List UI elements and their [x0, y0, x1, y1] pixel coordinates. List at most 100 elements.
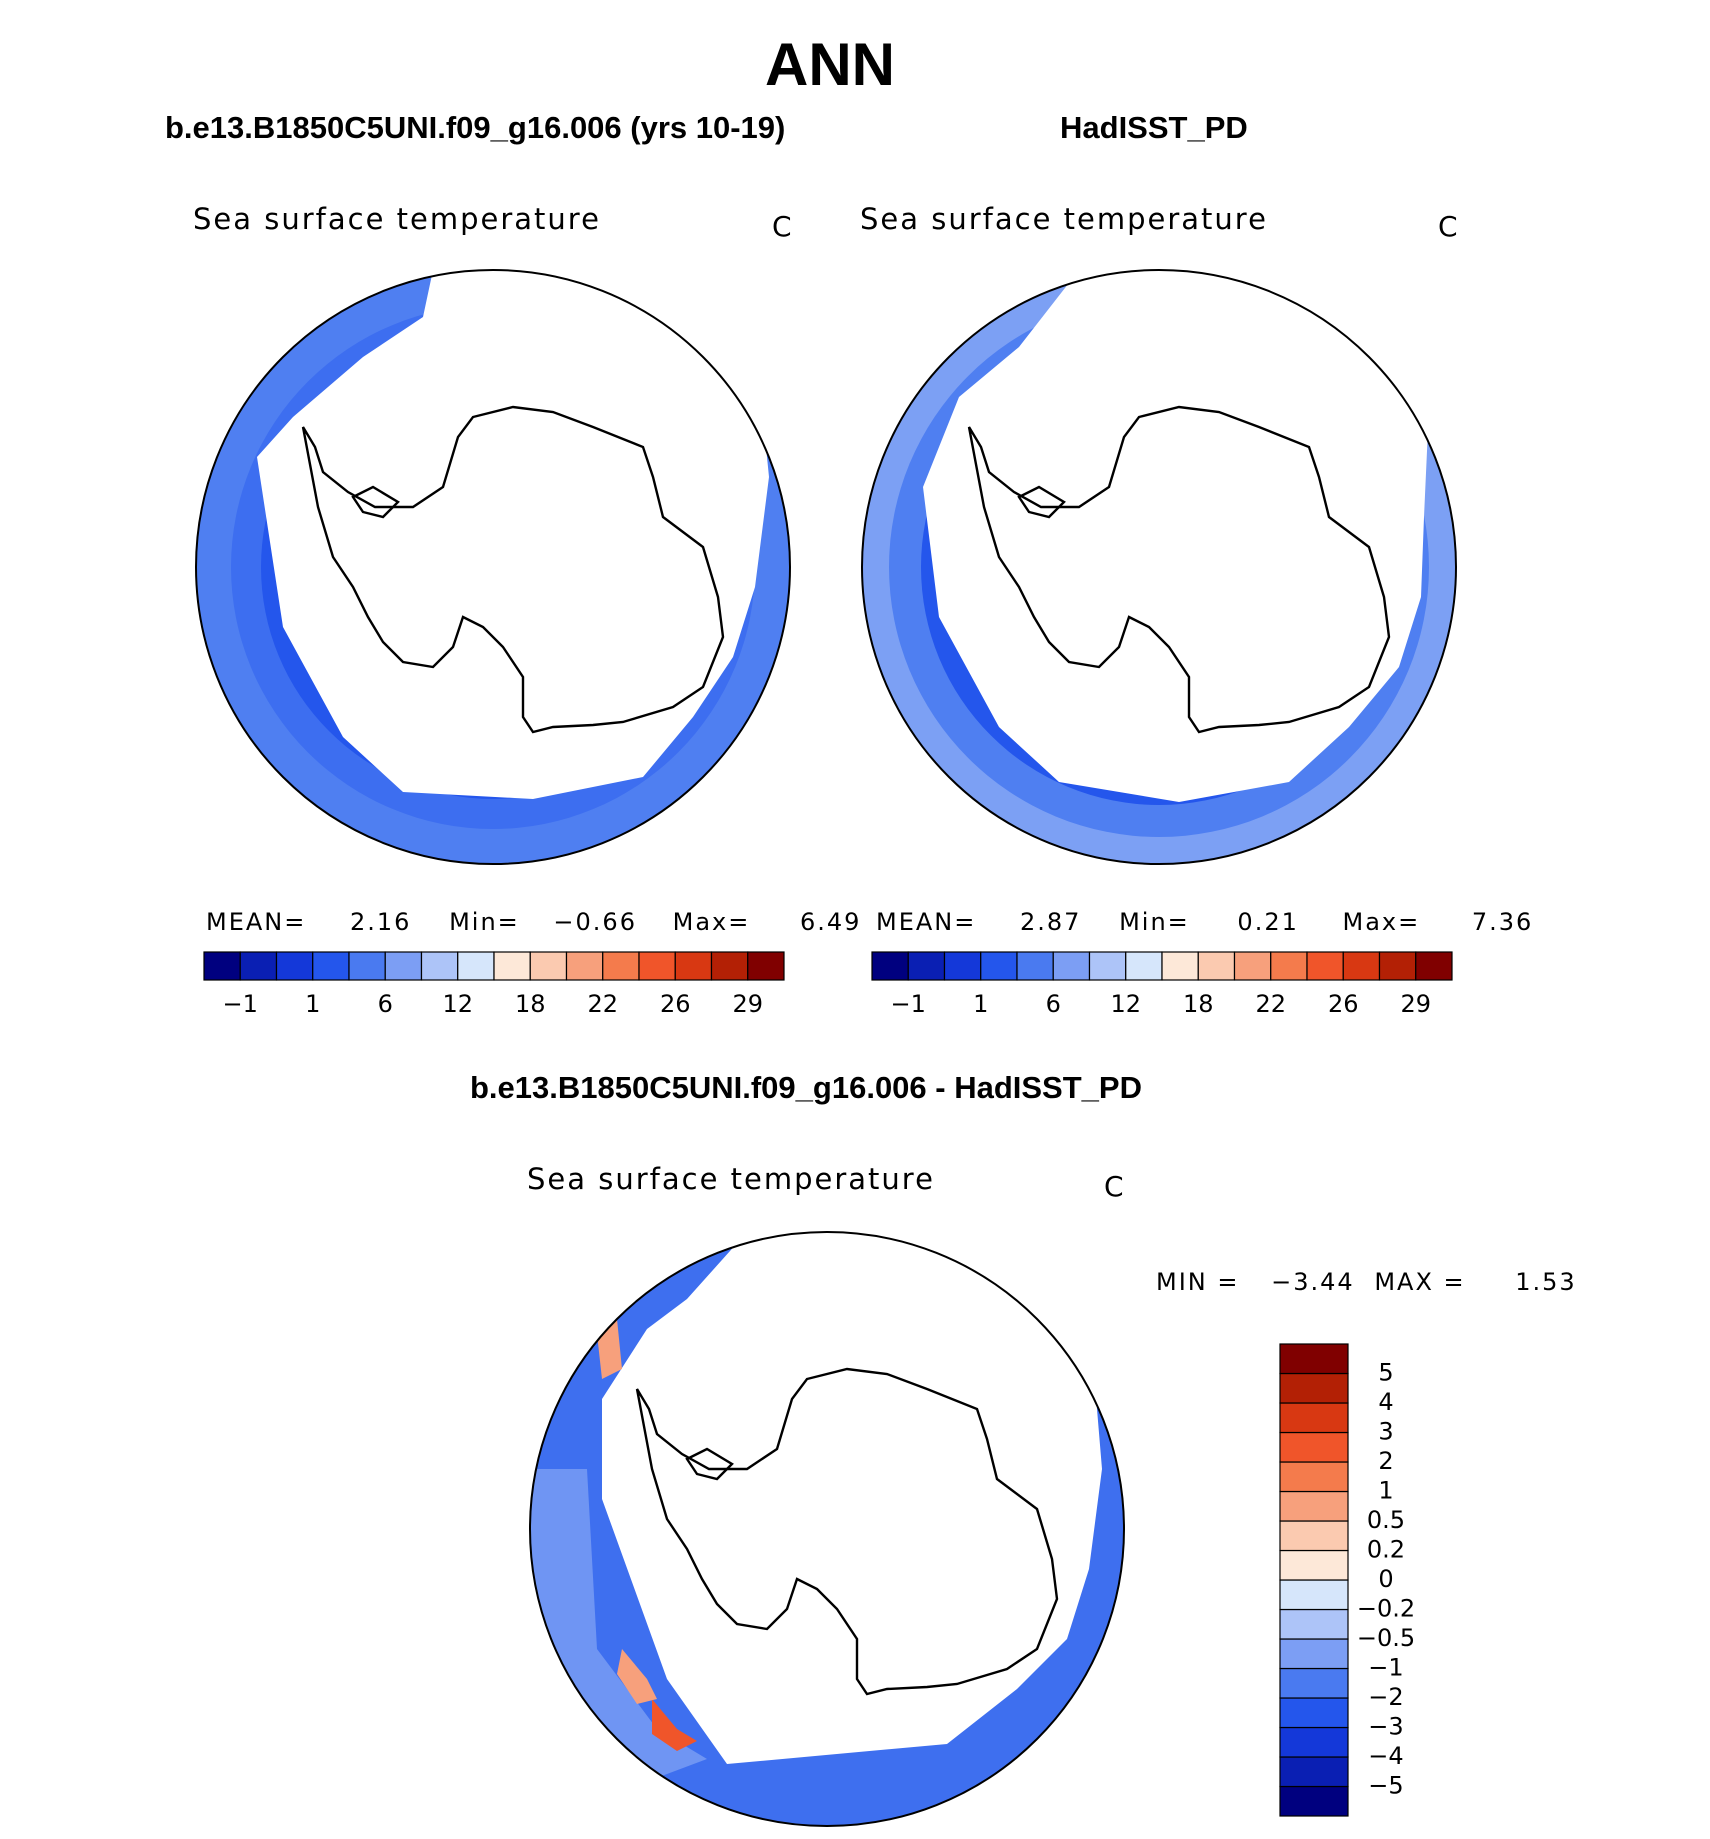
- model-variable-label: Sea surface temperature: [193, 202, 601, 236]
- diff-ice-region: [602, 1232, 1102, 1764]
- model-colorbar-swatch: [275, 951, 314, 981]
- obs-ice-region: [923, 270, 1429, 802]
- obs-colorbar-swatch: [1052, 951, 1091, 981]
- diff-colorbar-swatch: [1279, 1490, 1349, 1522]
- diff-colorbar-swatch: [1279, 1608, 1349, 1640]
- model-colorbar-tick-label: 18: [515, 990, 546, 1018]
- obs-colorbar-swatch: [871, 951, 909, 981]
- model-map-frame: [195, 269, 791, 865]
- model-colorbar-swatch: [638, 951, 676, 981]
- diff-map-frame: [529, 1231, 1125, 1827]
- diff-colorbar-tick-label: −4: [1368, 1742, 1403, 1770]
- obs-colorbar-swatch: [1270, 951, 1308, 981]
- diff-colorbar-tick-label: −3: [1368, 1713, 1403, 1741]
- model-colorbar-tick-label: 22: [587, 990, 618, 1018]
- diff-colorbar-tick-label: −2: [1368, 1683, 1403, 1711]
- diff-min-label: MIN =: [1156, 1268, 1240, 1296]
- diff-colorbar-tick-label: −0.2: [1357, 1595, 1415, 1623]
- model-map: [195, 269, 791, 865]
- obs-units-label: C: [1438, 210, 1460, 243]
- diff-colorbar-tick-label: 4: [1378, 1388, 1393, 1416]
- obs-stats-line: MEAN= 2.87 Min= 0.21 Max= 7.36: [876, 908, 1533, 936]
- diff-colorbar-swatch: [1279, 1520, 1349, 1552]
- diff-min-value: −3.44: [1271, 1268, 1355, 1296]
- model-warm-patch: [196, 447, 211, 477]
- diff-colorbar-swatch: [1279, 1785, 1349, 1817]
- diff-colorbar-swatch: [1279, 1638, 1349, 1670]
- obs-colorbar-swatch: [943, 951, 982, 981]
- obs-case-title: HadISST_PD: [1060, 110, 1248, 145]
- diff-colorbar-tick-label: 0: [1378, 1565, 1393, 1593]
- model-units-label: C: [772, 210, 794, 243]
- diff-max-label: MAX =: [1374, 1268, 1466, 1296]
- obs-colorbar-tick-label: 6: [1046, 990, 1061, 1018]
- obs-colorbar: −1 1 6 12 18 22 26 29: [871, 951, 1453, 1018]
- diff-colorbar-swatch: [1279, 1579, 1349, 1611]
- obs-colorbar-swatch: [907, 951, 946, 981]
- obs-colorbar-tick-label: 22: [1255, 990, 1286, 1018]
- model-colorbar-swatch: [710, 951, 749, 981]
- model-colorbar: −1 1 6 12 18 22 26 29: [203, 951, 785, 1018]
- model-colorbar-swatch: [674, 951, 713, 981]
- model-case-title: b.e13.B1850C5UNI.f09_g16.006 (yrs 10-19): [165, 110, 786, 145]
- obs-map-frame: [861, 269, 1457, 865]
- model-mean-value: 2.16: [350, 908, 412, 936]
- model-colorbar-tick-label: 29: [732, 990, 763, 1018]
- model-colorbar-swatch: [384, 951, 423, 981]
- figure-title: ANN: [765, 31, 895, 98]
- diff-colorbar-tick-label: 5: [1378, 1359, 1393, 1387]
- model-colorbar-swatch: [420, 951, 459, 981]
- diff-colorbar-swatch: [1279, 1726, 1349, 1758]
- diff-colorbar-swatch: [1279, 1461, 1349, 1493]
- obs-mean-value: 2.87: [1020, 908, 1082, 936]
- obs-colorbar-tick-label: 18: [1183, 990, 1214, 1018]
- obs-colorbar-tick-label: 29: [1400, 990, 1431, 1018]
- obs-colorbar-swatch: [1342, 951, 1381, 981]
- diff-colorbar-swatch: [1279, 1667, 1349, 1699]
- diff-colorbar-tick-label: −1: [1368, 1654, 1403, 1682]
- obs-colorbar-tick-label: −1: [891, 990, 926, 1018]
- obs-colorbar-swatch: [1233, 951, 1272, 981]
- diff-antarctica-coastline: [635, 1367, 1059, 1696]
- obs-colorbar-swatch: [1161, 951, 1199, 981]
- model-colorbar-swatch: [602, 951, 640, 981]
- diff-case-title: b.e13.B1850C5UNI.f09_g16.006 - HadISST_P…: [470, 1070, 1142, 1105]
- obs-max-label: Max=: [1342, 908, 1421, 936]
- model-colorbar-tick-label: −1: [223, 990, 258, 1018]
- diff-colorbar-swatch: [1279, 1756, 1349, 1788]
- obs-colorbar-tick-label: 12: [1110, 990, 1141, 1018]
- obs-colorbar-swatch: [1306, 951, 1344, 981]
- diff-colorbar-swatch: [1279, 1343, 1349, 1375]
- model-stats-line: MEAN= 2.16 Min= −0.66 Max= 6.49: [206, 908, 861, 936]
- obs-colorbar-swatch: [1016, 951, 1054, 981]
- model-min-label: Min=: [449, 908, 520, 936]
- diff-colorbar-tick-label: 2: [1378, 1447, 1393, 1475]
- model-colorbar-tick-label: 26: [660, 990, 691, 1018]
- diff-colorbar-tick-label: 0.5: [1367, 1506, 1405, 1534]
- obs-max-value: 7.36: [1471, 908, 1534, 936]
- diff-stats-line: MIN = −3.44 MAX = 1.53: [1156, 1268, 1577, 1296]
- model-max-value: 6.49: [799, 908, 862, 936]
- diff-colorbar-tick-label: 1: [1378, 1477, 1393, 1505]
- model-mean-label: MEAN=: [206, 908, 307, 936]
- diff-units-label: C: [1104, 1170, 1126, 1203]
- diff-max-value: 1.53: [1515, 1268, 1577, 1296]
- obs-min-label: Min=: [1119, 908, 1190, 936]
- obs-colorbar-swatch: [1125, 951, 1163, 981]
- diff-map: [529, 1231, 1125, 1827]
- model-colorbar-tick-label: 12: [442, 990, 473, 1018]
- diff-colorbar-swatch: [1279, 1697, 1349, 1729]
- model-colorbar-tick-label: 6: [378, 990, 393, 1018]
- obs-min-value: 0.21: [1237, 908, 1299, 936]
- diff-warm-anomaly: [652, 1699, 697, 1751]
- model-colorbar-swatch: [565, 951, 604, 981]
- obs-colorbar-tick-label: 26: [1328, 990, 1359, 1018]
- obs-colorbar-swatch: [1415, 951, 1453, 981]
- model-colorbar-tick-label: 1: [305, 990, 320, 1018]
- model-colorbar-swatch: [239, 951, 278, 981]
- obs-antarctica-coastline: [967, 405, 1391, 734]
- model-antarctica-coastline: [301, 405, 725, 734]
- diff-colorbar-swatch: [1279, 1402, 1349, 1434]
- model-colorbar-swatch: [529, 951, 568, 981]
